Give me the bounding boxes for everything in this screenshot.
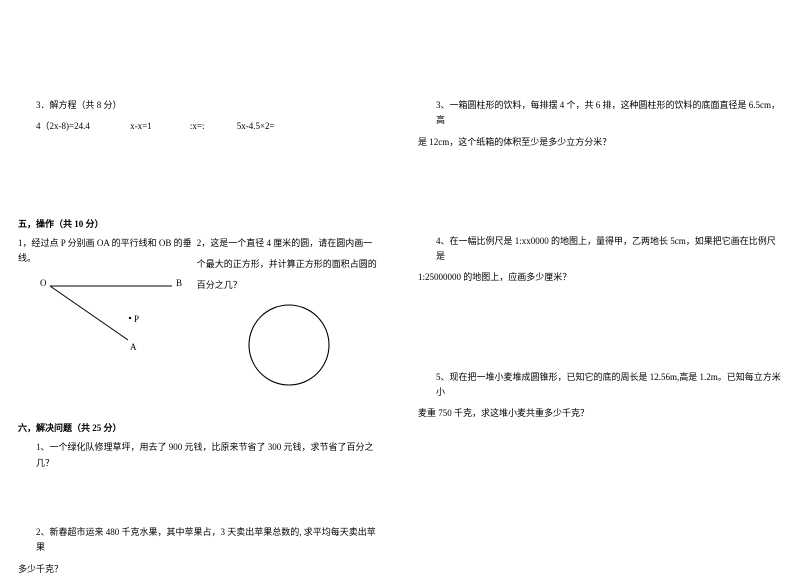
r-q3-l1: 3、一箱圆柱形的饮料，每排摆 4 个，共 6 排，这种圆柱形的饮料的底面直径是 … (418, 98, 782, 129)
label-O: O (40, 278, 47, 288)
r-q4-l2: 1:25000000 的地图上，应画多少厘米？ (418, 270, 782, 285)
sec6-q2-l1: 2、新春超市运来 480 千克水果，其中苹果占，3 天卖出苹果总数的, 求平均每… (18, 525, 382, 556)
r-q3-l2: 是 12cm，这个纸箱的体积至少是多少立方分米？ (418, 135, 782, 150)
section-5-body: 1，经过点 P 分别画 OA 的平行线和 OB 的垂线。 O B A P 2，这… (18, 236, 382, 394)
eq4: 5x-4.5×2= (237, 119, 275, 134)
r-q5-l2: 麦重 750 千克，求这堆小麦共重多少千克？ (418, 406, 782, 421)
eq3: :x=: (190, 119, 205, 134)
label-A: A (130, 342, 137, 352)
eq2: x-x=1 (130, 119, 152, 134)
r-q5-l1: 5、现在把一堆小麦堆成圆锥形，已知它的底的周长是 12.56m,高是 1.2m。… (418, 370, 782, 401)
sec6-q1: 1、一个绿化队修理草坪，用去了 900 元钱，比原来节省了 300 元钱，求节省… (18, 440, 382, 471)
eq1: 4（2x-8)=24.4 (36, 119, 90, 134)
sec5-q2-l2: 个最大的正方形，并计算正方形的面积占圆的 (197, 257, 382, 272)
right-column: 3、一箱圆柱形的饮料，每排摆 4 个，共 6 排，这种圆柱形的饮料的底面直径是 … (400, 0, 800, 566)
sec5-q2-l3: 百分之几？ (197, 278, 382, 293)
section-5-title: 五，操作（共 10 分） (18, 217, 382, 230)
sec5-q2-l1: 2，这是一个直径 4 厘米的圆，请在圆内画一 (197, 236, 382, 251)
left-column: 3．解方程（共 8 分） 4（2x-8)=24.4 x-x=1 :x=: 5x-… (0, 0, 400, 566)
sec6-q2-l2: 多少千克？ (18, 562, 382, 577)
label-B: B (176, 278, 182, 288)
r-q4-l1: 4、在一幅比例尺是 1:xx0000 的地图上，量得甲，乙两地长 5cm，如果把… (418, 234, 782, 265)
sec5-q1: 1，经过点 P 分别画 OA 的平行线和 OB 的垂线。 (18, 236, 193, 267)
section-6-title: 六，解决问题（共 25 分） (18, 421, 382, 434)
q3-title: 3．解方程（共 8 分） (18, 98, 382, 113)
circle-diagram (197, 299, 382, 393)
triangle-diagram: O B A P (38, 272, 208, 362)
equation-row: 4（2x-8)=24.4 x-x=1 :x=: 5x-4.5×2= (18, 119, 382, 134)
label-P: P (134, 314, 139, 324)
